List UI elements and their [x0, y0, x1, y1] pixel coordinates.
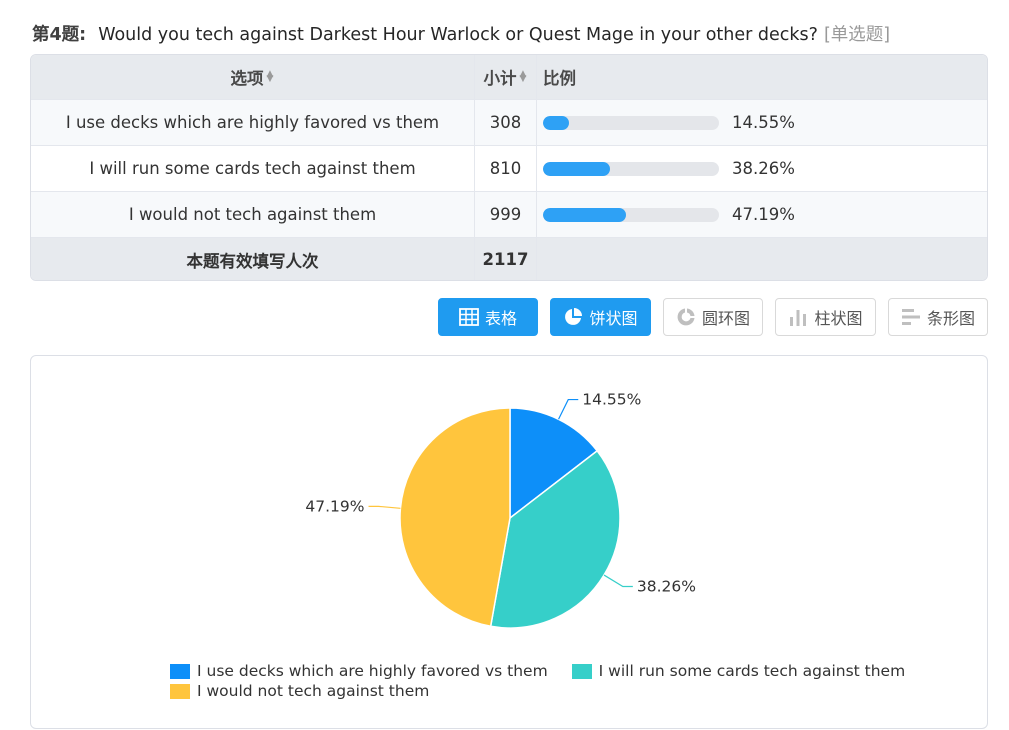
- legend-item[interactable]: I use decks which are highly favored vs …: [170, 662, 548, 680]
- question-title: 第4题: Would you tech against Darkest Hour …: [32, 21, 890, 46]
- table-view-label: 表格: [484, 309, 517, 328]
- progress-bar-fill: [543, 207, 627, 222]
- chart-legend: I use decks which are highly favored vs …: [170, 661, 929, 701]
- bar-chart-view-button[interactable]: 柱状图: [775, 298, 876, 336]
- legend-label: I will run some cards tech against them: [598, 662, 906, 680]
- question-type-label: [单选题]: [823, 25, 891, 45]
- pie-chart-icon: [563, 307, 583, 327]
- sort-icon[interactable]: ▲ ▼: [519, 69, 527, 84]
- percent-label: 38.26%: [732, 159, 795, 178]
- pie-chart-view-label: 饼状图: [589, 309, 638, 328]
- pie-slice[interactable]: [509, 407, 599, 520]
- pie-chart-panel: 14.55% 38.26% 47.19% I use decks which are…: [30, 355, 988, 729]
- option-header-label: 选项: [230, 69, 264, 88]
- percent-label: 47.19%: [732, 205, 795, 224]
- horizontal-bar-chart-view-button[interactable]: 条形图: [888, 298, 988, 336]
- question-text: Would you tech against Darkest Hour Warl…: [98, 25, 818, 45]
- donut-chart-view-label: 圆环图: [701, 309, 750, 328]
- slice-leader-line: [368, 505, 401, 509]
- table-row: I would not tech against them 999 47.19%: [31, 192, 987, 238]
- donut-chart-view-button[interactable]: 圆环图: [663, 298, 763, 336]
- option-cell: I use decks which are highly favored vs …: [31, 100, 475, 145]
- sort-icon[interactable]: ▲ ▼: [266, 69, 274, 84]
- count-cell: 308: [475, 100, 537, 145]
- ratio-header-label: 比例: [543, 69, 576, 88]
- option-cell: I would not tech against them: [31, 192, 475, 237]
- slice-percent-label: 38.26%: [637, 577, 696, 595]
- ratio-column-header: 比例: [537, 55, 987, 99]
- slice-leader-line: [603, 574, 633, 588]
- slice-percent-label: 14.55%: [582, 391, 641, 409]
- legend-swatch: [571, 663, 592, 679]
- table-header-row: 选项 ▲ ▼ 小计 ▲ ▼ 比例: [31, 55, 987, 100]
- total-count: 2117: [475, 238, 537, 280]
- pie-chart-view-button[interactable]: 饼状图: [550, 298, 651, 336]
- count-header-label: 小计: [483, 69, 517, 88]
- slice-leader-line: [558, 398, 579, 420]
- question-number: 第4题:: [32, 25, 87, 45]
- legend-label: I use decks which are highly favored vs …: [197, 662, 548, 680]
- legend-item[interactable]: I will run some cards tech against them: [571, 662, 906, 680]
- horizontal-bar-chart-view-label: 条形图: [926, 309, 975, 328]
- legend-label: I would not tech against them: [197, 682, 430, 700]
- count-column-header[interactable]: 小计 ▲ ▼: [475, 55, 537, 99]
- legend-swatch: [170, 663, 190, 679]
- pie-slice[interactable]: [399, 407, 511, 628]
- progress-bar: [543, 115, 719, 130]
- count-cell: 810: [475, 146, 537, 191]
- progress-bar-fill: [543, 161, 611, 176]
- table-row: I use decks which are highly favored vs …: [31, 100, 987, 146]
- slice-percent-label: 47.19%: [305, 497, 364, 515]
- donut-chart-icon: [676, 307, 696, 327]
- progress-bar: [543, 207, 719, 222]
- legend-swatch: [170, 683, 190, 699]
- option-column-header[interactable]: 选项 ▲ ▼: [31, 55, 475, 99]
- ratio-cell: 38.26%: [537, 146, 987, 191]
- bar-chart-view-label: 柱状图: [814, 309, 863, 328]
- pie-slice[interactable]: [489, 449, 621, 629]
- ratio-cell: 14.55%: [537, 100, 987, 145]
- progress-bar: [543, 161, 719, 176]
- total-label: 本题有效填写人次: [31, 238, 475, 280]
- bar-chart-icon: [788, 307, 808, 327]
- chart-type-switcher: 表格 饼状图 圆环图 柱状图 条形图: [438, 298, 988, 336]
- option-cell: I will run some cards tech against them: [31, 146, 475, 191]
- table-row: I will run some cards tech against them …: [31, 146, 987, 192]
- table-view-button[interactable]: 表格: [438, 298, 538, 336]
- count-cell: 999: [475, 192, 537, 237]
- table-total-row: 本题有效填写人次 2117: [31, 238, 987, 280]
- table-icon: [459, 308, 479, 326]
- legend-item[interactable]: I would not tech against them: [170, 682, 429, 700]
- horizontal-bar-chart-icon: [901, 307, 921, 327]
- result-table: 选项 ▲ ▼ 小计 ▲ ▼ 比例 I use decks which are hig…: [30, 54, 988, 281]
- progress-bar-fill: [543, 115, 569, 130]
- ratio-cell: 47.19%: [537, 192, 987, 237]
- percent-label: 14.55%: [732, 113, 795, 132]
- pie-chart: 14.55% 38.26% 47.19%: [305, 391, 696, 629]
